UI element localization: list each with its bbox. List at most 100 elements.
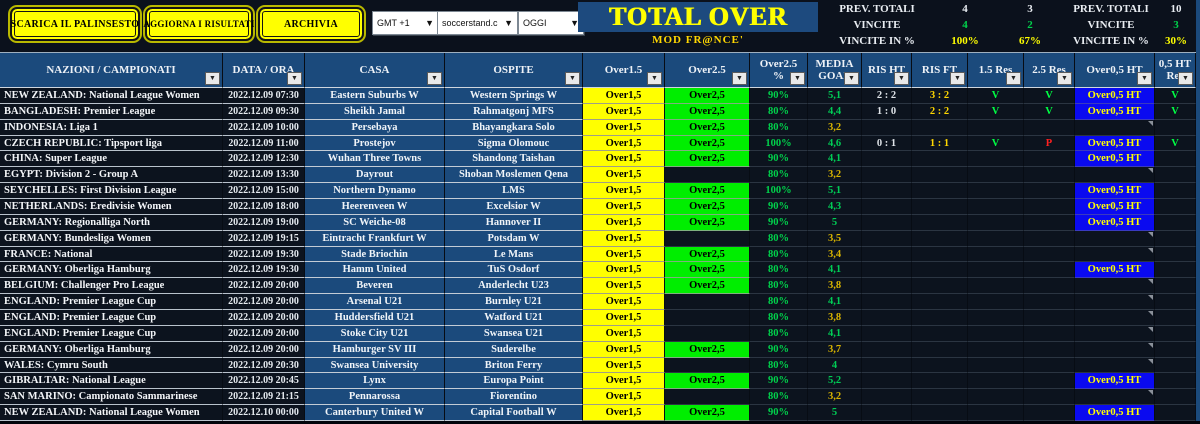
- over25-cell[interactable]: [665, 230, 750, 247]
- league-cell[interactable]: BANGLADESH: Premier League: [0, 103, 223, 120]
- over15-cell[interactable]: Over1,5: [583, 341, 665, 358]
- media-goal-cell[interactable]: 4,1: [808, 294, 862, 311]
- ris-ht-cell[interactable]: 1 : 0: [862, 103, 912, 120]
- ris-ft-cell[interactable]: [912, 262, 968, 279]
- over25-cell[interactable]: Over2,5: [665, 278, 750, 295]
- league-cell[interactable]: NEW ZEALAND: National League Women: [0, 405, 223, 422]
- datetime-cell[interactable]: 2022.12.09 07:30: [223, 88, 305, 104]
- datetime-cell[interactable]: 2022.12.09 20:30: [223, 357, 305, 374]
- datetime-cell[interactable]: 2022.12.09 20:45: [223, 373, 305, 390]
- res-25-cell[interactable]: [1024, 151, 1075, 168]
- media-goal-cell[interactable]: 4,1: [808, 151, 862, 168]
- away-team-cell[interactable]: TuS Osdorf: [445, 262, 583, 279]
- over25-cell[interactable]: [665, 325, 750, 342]
- ris-ft-cell[interactable]: 3 : 2: [912, 88, 968, 104]
- res-05ht-cell[interactable]: [1155, 310, 1196, 326]
- ris-ft-cell[interactable]: [912, 310, 968, 326]
- ris-ht-cell[interactable]: [862, 389, 912, 406]
- away-team-cell[interactable]: Briton Ferry: [445, 357, 583, 374]
- filter-dropdown-icon[interactable]: ▼: [844, 72, 859, 85]
- res-25-cell[interactable]: [1024, 183, 1075, 200]
- datetime-cell[interactable]: 2022.12.09 15:00: [223, 183, 305, 200]
- datetime-cell[interactable]: 2022.12.09 19:15: [223, 230, 305, 247]
- ris-ht-cell[interactable]: 0 : 1: [862, 135, 912, 152]
- ris-ft-cell[interactable]: [912, 294, 968, 311]
- league-cell[interactable]: GERMANY: Regionalliga North: [0, 214, 223, 231]
- media-goal-cell[interactable]: 3,2: [808, 167, 862, 184]
- res-25-cell[interactable]: P: [1024, 135, 1075, 152]
- media-goal-cell[interactable]: 3,4: [808, 246, 862, 263]
- home-team-cell[interactable]: Eintracht Frankfurt W: [305, 230, 445, 247]
- over25-pct-cell[interactable]: 80%: [750, 294, 808, 311]
- home-team-cell[interactable]: Heerenveen W: [305, 199, 445, 215]
- res-05ht-cell[interactable]: [1155, 405, 1196, 422]
- league-cell[interactable]: INDONESIA: Liga 1: [0, 119, 223, 136]
- media-goal-cell[interactable]: 5: [808, 405, 862, 422]
- res-15-cell[interactable]: [968, 167, 1024, 184]
- ris-ht-cell[interactable]: [862, 262, 912, 279]
- res-15-cell[interactable]: [968, 357, 1024, 374]
- res-25-cell[interactable]: [1024, 246, 1075, 263]
- home-team-cell[interactable]: Arsenal U21: [305, 294, 445, 311]
- res-25-cell[interactable]: [1024, 357, 1075, 374]
- ris-ft-cell[interactable]: [912, 278, 968, 295]
- away-team-cell[interactable]: Shoban Moslemen Qena: [445, 167, 583, 184]
- res-25-cell[interactable]: [1024, 167, 1075, 184]
- home-team-cell[interactable]: Stoke City U21: [305, 325, 445, 342]
- home-team-cell[interactable]: SC Weiche-08: [305, 214, 445, 231]
- res-25-cell[interactable]: [1024, 389, 1075, 406]
- over25-pct-cell[interactable]: 100%: [750, 183, 808, 200]
- away-team-cell[interactable]: LMS: [445, 183, 583, 200]
- away-team-cell[interactable]: Rahmatgonj MFS: [445, 103, 583, 120]
- over25-pct-cell[interactable]: 80%: [750, 103, 808, 120]
- over15-cell[interactable]: Over1,5: [583, 230, 665, 247]
- ris-ft-cell[interactable]: [912, 183, 968, 200]
- over05ht-cell[interactable]: [1075, 310, 1155, 326]
- over25-cell[interactable]: Over2,5: [665, 88, 750, 104]
- over05ht-cell[interactable]: Over0,5 HT: [1075, 199, 1155, 215]
- over25-cell[interactable]: Over2,5: [665, 246, 750, 263]
- filter-dropdown-icon[interactable]: ▼: [647, 72, 662, 85]
- res-05ht-cell[interactable]: [1155, 199, 1196, 215]
- over05ht-cell[interactable]: Over0,5 HT: [1075, 214, 1155, 231]
- over15-cell[interactable]: Over1,5: [583, 214, 665, 231]
- league-cell[interactable]: SAN MARINO: Campionato Sammarinese: [0, 389, 223, 406]
- league-cell[interactable]: ENGLAND: Premier League Cup: [0, 310, 223, 326]
- over15-cell[interactable]: Over1,5: [583, 357, 665, 374]
- home-team-cell[interactable]: Hamburger SV III: [305, 341, 445, 358]
- ris-ft-cell[interactable]: [912, 357, 968, 374]
- datetime-cell[interactable]: 2022.12.09 19:30: [223, 262, 305, 279]
- over05ht-cell[interactable]: [1075, 230, 1155, 247]
- over05ht-cell[interactable]: Over0,5 HT: [1075, 88, 1155, 104]
- res-15-cell[interactable]: V: [968, 88, 1024, 104]
- over05ht-cell[interactable]: Over0,5 HT: [1075, 151, 1155, 168]
- away-team-cell[interactable]: Europa Point: [445, 373, 583, 390]
- over05ht-cell[interactable]: [1075, 167, 1155, 184]
- res-15-cell[interactable]: [968, 325, 1024, 342]
- datetime-cell[interactable]: 2022.12.09 13:30: [223, 167, 305, 184]
- res-25-cell[interactable]: V: [1024, 88, 1075, 104]
- over25-cell[interactable]: [665, 294, 750, 311]
- res-05ht-cell[interactable]: [1155, 151, 1196, 168]
- over25-cell[interactable]: Over2,5: [665, 214, 750, 231]
- res-05ht-cell[interactable]: [1155, 246, 1196, 263]
- ris-ht-cell[interactable]: [862, 278, 912, 295]
- res-25-cell[interactable]: [1024, 373, 1075, 390]
- res-05ht-cell[interactable]: V: [1155, 135, 1196, 152]
- ris-ft-cell[interactable]: 1 : 1: [912, 135, 968, 152]
- over25-cell[interactable]: [665, 357, 750, 374]
- datetime-cell[interactable]: 2022.12.09 12:30: [223, 151, 305, 168]
- datetime-cell[interactable]: 2022.12.09 11:00: [223, 135, 305, 152]
- away-team-cell[interactable]: Swansea U21: [445, 325, 583, 342]
- home-team-cell[interactable]: Huddersfield U21: [305, 310, 445, 326]
- over05ht-cell[interactable]: [1075, 341, 1155, 358]
- res-15-cell[interactable]: [968, 214, 1024, 231]
- over05ht-cell[interactable]: Over0,5 HT: [1075, 373, 1155, 390]
- filter-dropdown-icon[interactable]: ▼: [790, 72, 805, 85]
- over25-cell[interactable]: [665, 389, 750, 406]
- day-select[interactable]: OGGI ▼: [518, 11, 584, 35]
- media-goal-cell[interactable]: 5,1: [808, 88, 862, 104]
- over25-pct-cell[interactable]: 90%: [750, 373, 808, 390]
- home-team-cell[interactable]: Pennarossa: [305, 389, 445, 406]
- over15-cell[interactable]: Over1,5: [583, 389, 665, 406]
